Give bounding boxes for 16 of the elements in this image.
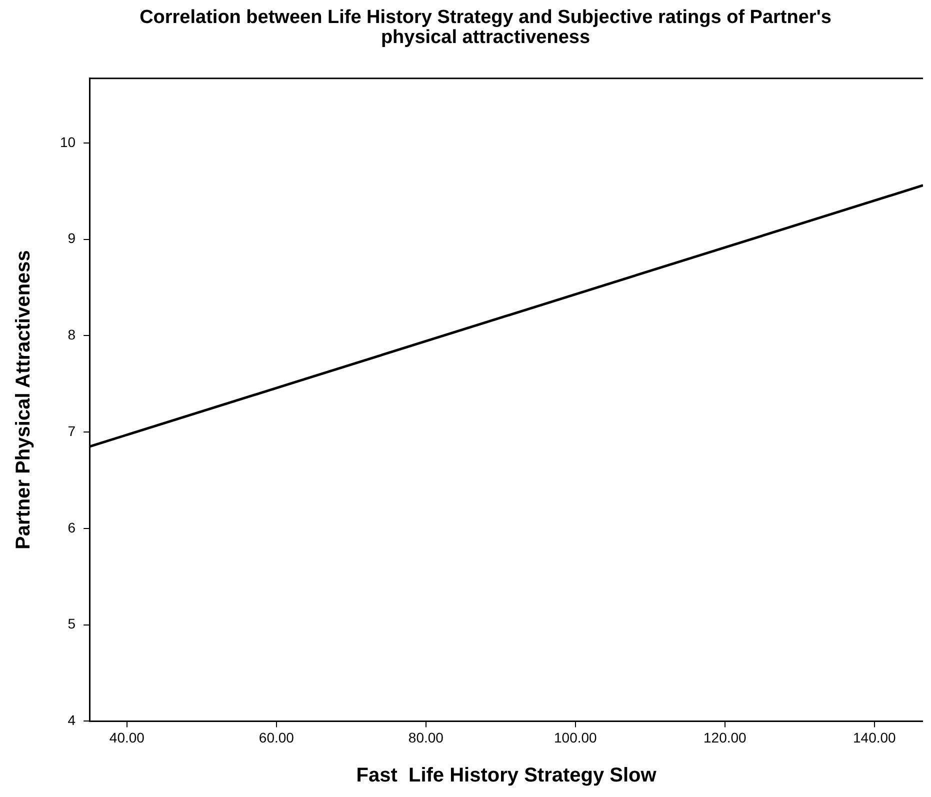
x-axis-title: Fast Life History Strategy Slow <box>356 764 657 787</box>
y-tick-label: 4 <box>68 712 76 728</box>
y-tick-label: 10 <box>60 134 76 150</box>
x-tick-label: 80.00 <box>408 729 444 746</box>
x-tick-label: 100.00 <box>554 729 598 746</box>
x-tick-label: 60.00 <box>258 729 294 746</box>
y-tick-label: 7 <box>68 422 76 439</box>
x-tick-label: 140.00 <box>853 729 896 746</box>
x-tick-label: 40.00 <box>109 729 145 746</box>
y-tick-label: 9 <box>68 230 76 246</box>
y-axis-title: Partner Physical Attractiveness <box>12 250 35 550</box>
y-tick-label: 6 <box>68 519 76 536</box>
y-tick-label: 5 <box>68 616 76 632</box>
y-tick-label: 8 <box>68 326 76 343</box>
chart-title: Correlation between Life History Strategy and Subjective ratings of Partner's physical attractiveness <box>138 7 832 48</box>
x-tick-label: 120.00 <box>704 729 747 746</box>
